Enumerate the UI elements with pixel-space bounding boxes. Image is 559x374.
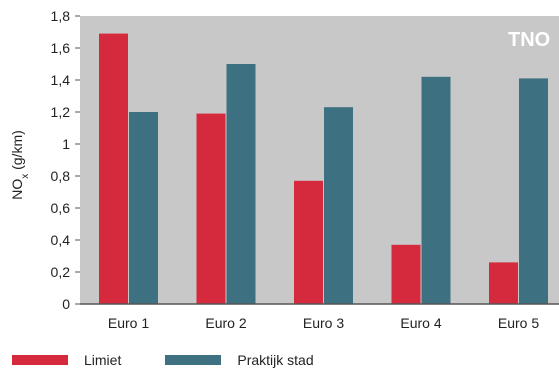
y-tick-label: 0,6 [51, 200, 71, 216]
x-tick-label: Euro 2 [205, 315, 246, 331]
y-tick-label: 1,4 [51, 72, 71, 88]
legend-label-limiet: Limiet [84, 352, 122, 368]
bar-praktijk-stad-euro-1 [129, 112, 158, 304]
y-axis-label-unit: (g/km) [9, 130, 25, 174]
y-tick-label: 0,4 [51, 232, 71, 248]
bar-praktijk-stad-euro-2 [226, 64, 256, 304]
x-axis: Euro 1 Euro 2 Euro 3 Euro 4 Euro 5 [108, 315, 539, 331]
x-tick-label: Euro 4 [400, 315, 441, 331]
legend-label-praktijk-stad: Praktijk stad [237, 352, 314, 368]
legend: Limiet Praktijk stad [12, 352, 358, 368]
bar-praktijk-stad-euro-5 [519, 78, 548, 305]
bar-praktijk-stad-euro-3 [324, 107, 353, 304]
bar-limiet-euro-3 [294, 180, 323, 304]
y-tick-label: 0,8 [51, 168, 71, 184]
bar-limiet-euro-1 [99, 33, 128, 304]
bars [99, 33, 548, 305]
y-tick-label: 1,6 [51, 40, 71, 56]
bar-limiet-euro-5 [489, 262, 518, 304]
legend-swatch-praktijk-stad [165, 355, 222, 365]
legend-item-praktijk-stad: Praktijk stad [165, 352, 314, 368]
x-tick-label: Euro 1 [108, 315, 149, 331]
x-tick-label: Euro 3 [303, 315, 344, 331]
y-axis: 0 0,2 0,4 0,6 0,8 1 1,2 1,4 1,6 1,8 [51, 8, 80, 312]
y-tick-label: 0 [62, 296, 70, 312]
y-axis-label-sub: x [20, 174, 31, 179]
bar-praktijk-stad-euro-4 [421, 76, 451, 304]
bar-limiet-euro-2 [196, 113, 226, 304]
y-tick-label: 1 [62, 136, 70, 152]
y-axis-label-main: NO [9, 179, 25, 200]
watermark-logo: TNO [508, 29, 550, 51]
y-tick-label: 1,2 [51, 104, 71, 120]
bar-limiet-euro-4 [391, 244, 421, 304]
y-tick-label: 1,8 [51, 8, 71, 24]
legend-swatch-limiet [12, 355, 68, 365]
x-tick-label: Euro 5 [498, 315, 539, 331]
y-axis-label: NOx (g/km) [9, 130, 31, 200]
y-tick-label: 0,2 [51, 264, 71, 280]
legend-item-limiet: Limiet [12, 352, 121, 368]
